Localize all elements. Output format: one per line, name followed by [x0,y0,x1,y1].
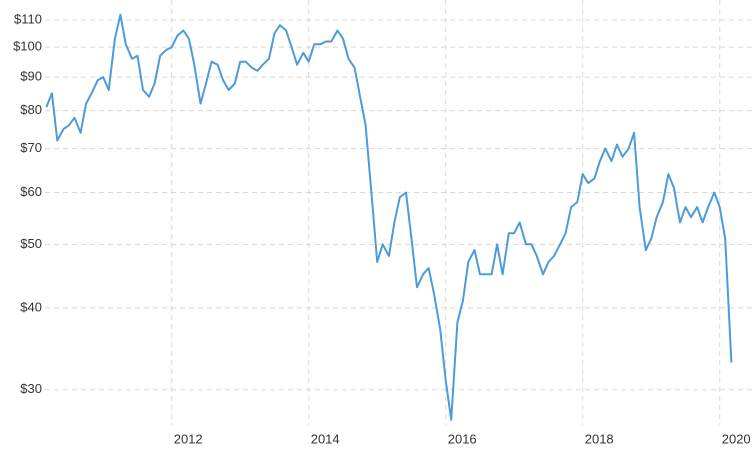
y-tick-label: $30 [20,381,42,396]
y-tick-label: $90 [20,69,42,84]
price-line [45,13,733,421]
y-tick-label: $110 [14,11,42,26]
x-tick-label: 2018 [585,431,614,446]
x-tick-label: 2016 [448,431,477,446]
y-tick-label: $100 [13,39,42,54]
x-tick-label: 2020 [722,431,751,446]
x-tick-label: 2014 [311,431,340,446]
y-tick-label: $50 [20,236,42,251]
x-tick-label: 2012 [174,431,203,446]
y-tick-label: $70 [20,140,42,155]
y-tick-label: $40 [20,299,42,314]
y-tick-label: $80 [20,102,42,117]
y-tick-label: $60 [20,184,42,199]
